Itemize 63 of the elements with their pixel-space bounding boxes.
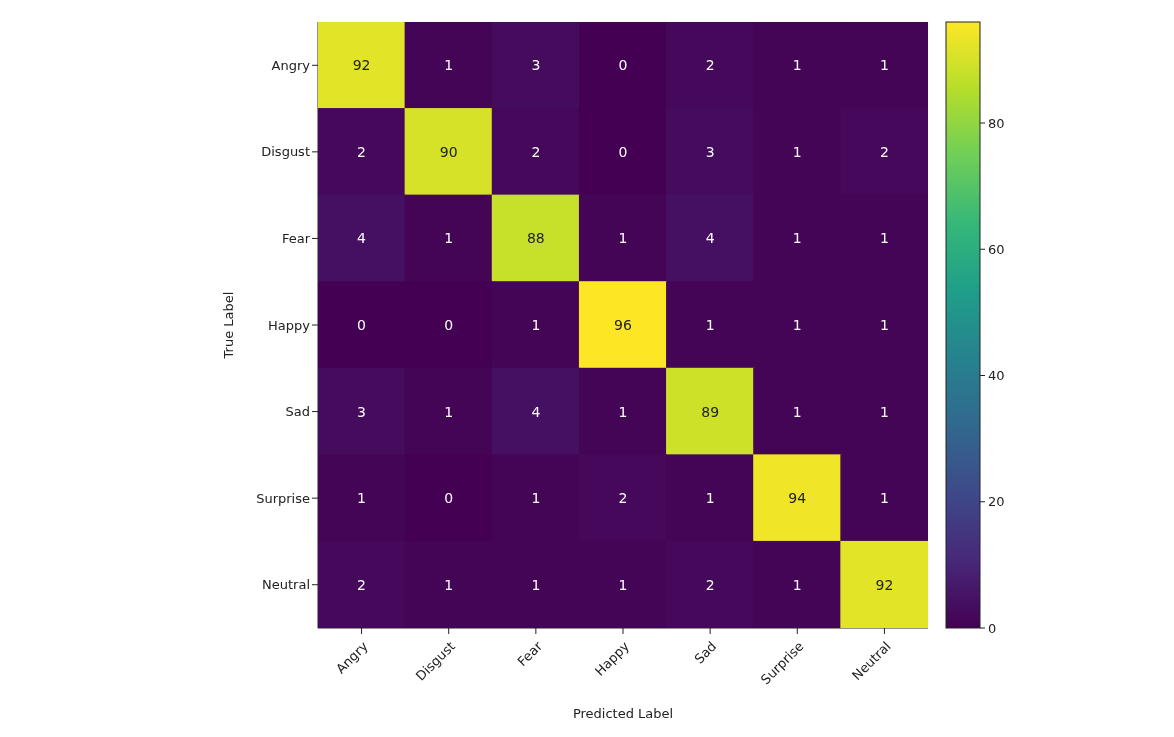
data-label: 96: [614, 317, 632, 333]
data-label: 2: [879, 143, 889, 160]
data-label: 2: [357, 143, 367, 160]
y-tick-label: Fear: [281, 231, 311, 247]
y-tick-label: Happy: [268, 317, 311, 333]
y-axis-title: True Label: [220, 291, 236, 360]
data-label: 92: [352, 57, 371, 74]
data-label: 89: [701, 403, 720, 420]
data-label: 1: [444, 403, 454, 420]
data-label: 1: [705, 490, 715, 507]
data-label: 2: [705, 576, 715, 593]
data-label: 1: [792, 57, 802, 74]
y-tick-label: Sad: [285, 404, 310, 420]
data-label: 1: [444, 230, 454, 247]
data-label: 1: [531, 576, 541, 593]
data-label: 1: [705, 317, 715, 333]
x-axis-title: Predicted Label: [572, 706, 674, 721]
data-label: 1: [879, 317, 889, 333]
data-label: 1: [879, 57, 889, 74]
data-label: 90: [439, 143, 458, 160]
color-bar-label: 60: [988, 241, 1005, 257]
data-label: 1: [357, 490, 367, 507]
data-label: 0: [618, 57, 628, 74]
color-bar-label: 0: [988, 620, 997, 636]
y-tick-label: Disgust: [261, 144, 310, 160]
data-label: 1: [444, 576, 454, 593]
data-label: 1: [618, 576, 628, 593]
data-label: 3: [357, 403, 367, 420]
data-label: 0: [618, 143, 628, 160]
data-label: 3: [531, 57, 541, 74]
y-tick-label: Surprise: [256, 490, 310, 506]
y-tick-label: Neutral: [262, 577, 310, 593]
color-bar-label: 80: [988, 115, 1005, 131]
data-label: 88: [526, 230, 545, 247]
data-label: 4: [531, 403, 541, 420]
data-label: 1: [792, 317, 802, 333]
color-bar-label: 20: [988, 494, 1005, 510]
data-label: 1: [531, 317, 541, 333]
data-label: 4: [705, 230, 715, 247]
data-label: 1: [792, 403, 802, 420]
data-label: 2: [531, 143, 541, 160]
data-label: 1: [879, 403, 889, 420]
data-label: 1: [879, 490, 889, 507]
color-bar-label: 40: [988, 368, 1005, 383]
data-label: 2: [705, 57, 715, 74]
data-label: 94: [788, 490, 807, 507]
data-label: 1: [792, 143, 802, 160]
data-label: 92: [875, 576, 894, 593]
data-label: 0: [357, 317, 367, 333]
y-tick-label: Angry: [271, 57, 311, 73]
data-label: 2: [357, 576, 367, 593]
data-label: 2: [618, 490, 628, 507]
data-label: 0: [444, 490, 454, 507]
data-label: 1: [792, 230, 802, 247]
data-label: 1: [792, 576, 802, 593]
data-label: 4: [357, 230, 367, 247]
data-label: 1: [618, 230, 628, 247]
data-label: 3: [705, 143, 715, 160]
data-label: 1: [879, 230, 889, 247]
data-label: 1: [618, 403, 628, 420]
data-label: 0: [444, 317, 454, 333]
data-label: 1: [444, 57, 454, 74]
data-label: 1: [531, 490, 541, 507]
